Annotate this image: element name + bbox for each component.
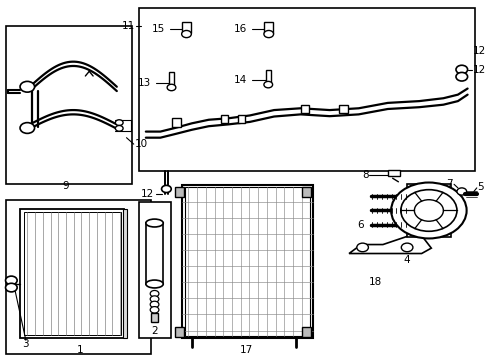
Circle shape xyxy=(455,72,467,81)
Bar xyxy=(184,187,310,336)
Bar xyxy=(169,72,174,87)
Circle shape xyxy=(390,183,466,238)
Bar xyxy=(339,105,347,113)
Text: 18: 18 xyxy=(368,277,382,287)
Bar xyxy=(138,202,171,338)
Text: 12: 12 xyxy=(141,189,154,199)
Text: 11: 11 xyxy=(122,21,135,31)
Text: 6: 6 xyxy=(356,220,363,230)
Text: 7: 7 xyxy=(446,179,452,189)
Bar xyxy=(407,184,450,237)
Circle shape xyxy=(401,243,412,252)
Bar xyxy=(20,209,124,338)
Circle shape xyxy=(115,126,123,131)
Circle shape xyxy=(456,188,466,195)
Bar xyxy=(138,8,474,171)
Bar xyxy=(5,26,132,184)
Circle shape xyxy=(150,307,159,313)
Circle shape xyxy=(20,81,35,92)
Text: 2: 2 xyxy=(151,326,158,336)
Text: 1: 1 xyxy=(77,345,83,355)
Bar xyxy=(264,22,272,33)
Circle shape xyxy=(181,31,191,38)
Circle shape xyxy=(167,84,176,91)
Bar xyxy=(182,185,312,338)
Text: 17: 17 xyxy=(240,345,253,355)
Text: 15: 15 xyxy=(152,24,165,34)
Bar xyxy=(237,115,244,123)
Ellipse shape xyxy=(145,219,163,227)
Text: 16: 16 xyxy=(234,24,247,34)
Circle shape xyxy=(264,31,273,38)
Bar xyxy=(175,327,183,337)
Bar xyxy=(175,187,183,197)
Circle shape xyxy=(150,296,159,302)
Circle shape xyxy=(356,243,367,252)
Text: 14: 14 xyxy=(234,75,247,85)
Circle shape xyxy=(150,301,159,308)
Circle shape xyxy=(161,185,171,193)
Bar xyxy=(387,170,399,176)
Bar xyxy=(265,70,270,84)
Bar xyxy=(5,200,150,354)
Text: 12: 12 xyxy=(471,64,485,75)
Bar xyxy=(300,105,309,113)
Circle shape xyxy=(150,291,159,297)
Bar xyxy=(172,118,181,127)
Polygon shape xyxy=(348,235,430,253)
Circle shape xyxy=(5,283,17,292)
Circle shape xyxy=(413,200,443,221)
Text: 8: 8 xyxy=(361,170,367,180)
Bar xyxy=(221,116,227,123)
Circle shape xyxy=(264,81,272,88)
Bar xyxy=(24,212,121,335)
Circle shape xyxy=(455,65,467,74)
Circle shape xyxy=(5,276,17,285)
Text: 13: 13 xyxy=(137,78,150,88)
Bar xyxy=(301,327,311,337)
Text: 12: 12 xyxy=(471,46,485,56)
Text: 3: 3 xyxy=(22,339,29,349)
Bar xyxy=(123,209,127,338)
Circle shape xyxy=(20,123,35,134)
Text: 4: 4 xyxy=(403,255,409,265)
Text: 10: 10 xyxy=(135,139,148,149)
Text: 5: 5 xyxy=(476,182,483,192)
Ellipse shape xyxy=(145,280,163,288)
Bar xyxy=(145,223,163,284)
Bar xyxy=(301,187,311,197)
Circle shape xyxy=(115,120,123,126)
Circle shape xyxy=(400,190,456,231)
Bar xyxy=(182,22,190,33)
Text: 9: 9 xyxy=(62,181,69,192)
Bar xyxy=(151,314,158,322)
